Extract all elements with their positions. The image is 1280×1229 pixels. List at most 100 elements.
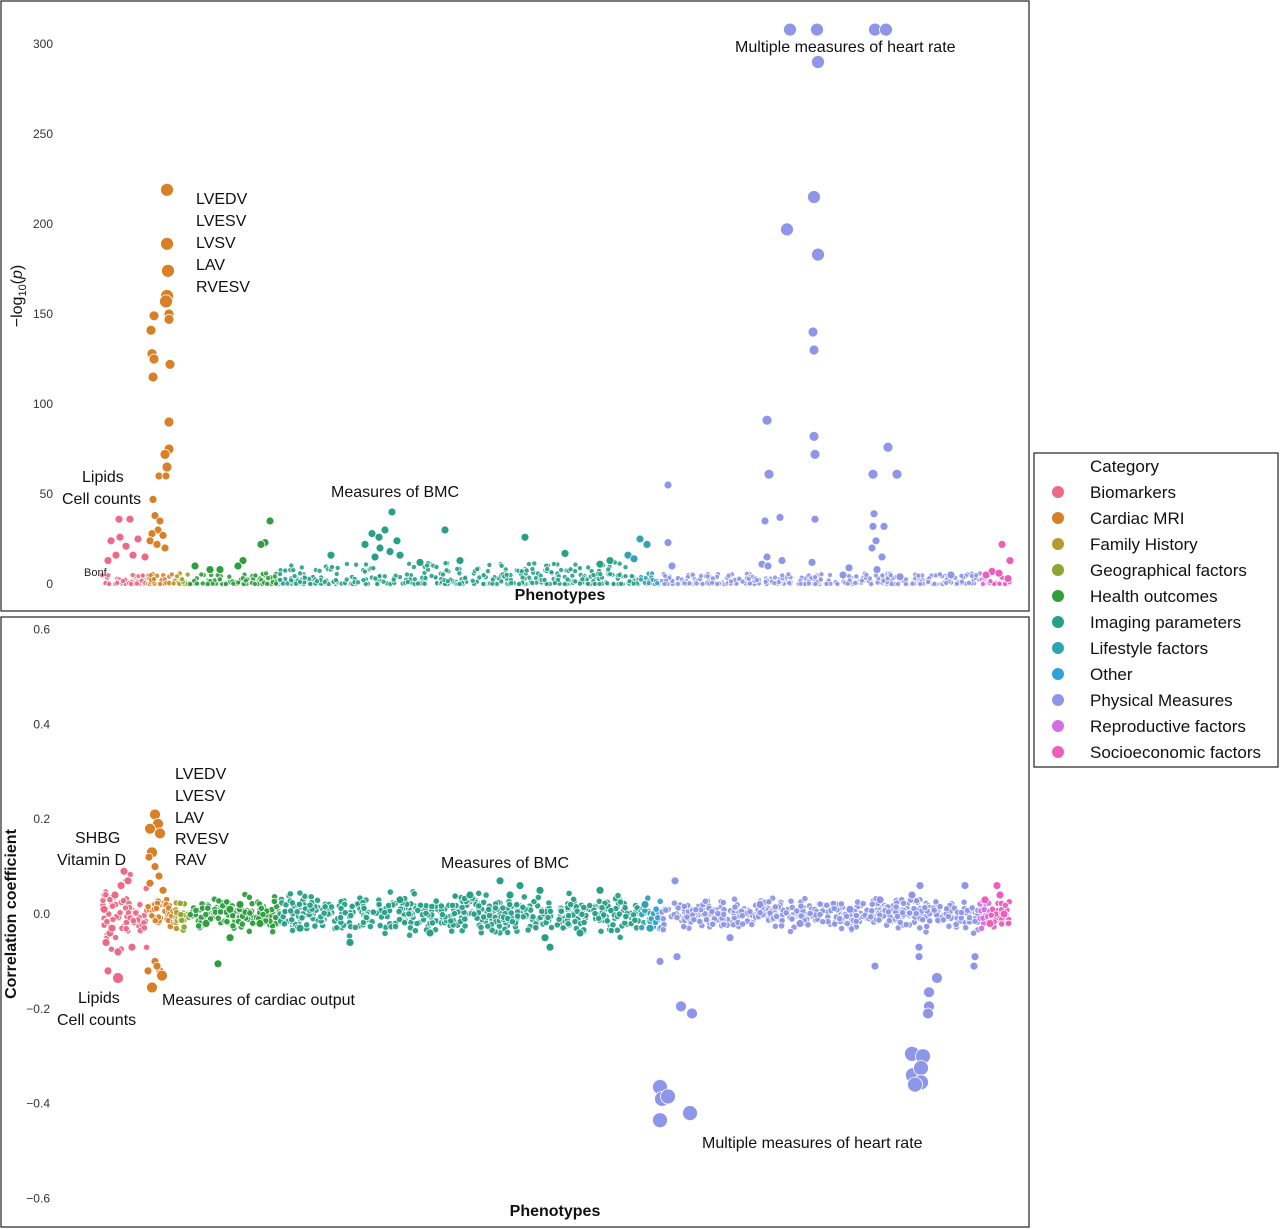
top-y-tick-label: 250 xyxy=(33,127,53,141)
bottom-background-point xyxy=(892,903,900,911)
bottom-data-point xyxy=(672,952,682,962)
top-background-point xyxy=(576,565,583,572)
top-background-point xyxy=(469,577,476,584)
top-background-point xyxy=(812,574,819,581)
bottom-background-point xyxy=(144,903,152,911)
top-data-point xyxy=(520,532,530,542)
bottom-background-point xyxy=(586,901,594,910)
bottom-background-point xyxy=(690,916,698,924)
top-background-point xyxy=(484,568,491,575)
bottom-background-point xyxy=(148,912,156,920)
bottom-background-point xyxy=(692,906,700,914)
bottom-background-point xyxy=(804,921,812,929)
bottom-background-point xyxy=(451,892,459,900)
top-data-point xyxy=(869,509,879,519)
top-background-point xyxy=(736,575,743,582)
bottom-background-point xyxy=(746,908,754,916)
annotation-bmc: Measures of BMC xyxy=(331,484,459,501)
top-background-point xyxy=(444,578,451,585)
bottom-background-point xyxy=(969,929,978,937)
top-data-point xyxy=(1003,574,1013,583)
top-background-point xyxy=(139,572,146,579)
top-background-point xyxy=(569,572,576,579)
top-background-point xyxy=(380,578,387,585)
bottom-data-point xyxy=(931,972,943,984)
top-y-axis-label: −log10(p) xyxy=(9,265,29,328)
top-background-point xyxy=(805,580,812,587)
bottom-background-point xyxy=(962,924,970,932)
legend-swatch xyxy=(1052,746,1064,758)
top-y-tick-label: 100 xyxy=(33,397,53,411)
bottom-data-point xyxy=(101,938,111,947)
top-data-points xyxy=(103,22,1015,583)
bottom-data-point xyxy=(225,933,235,943)
top-data-point xyxy=(395,550,405,560)
bottom-data-point xyxy=(870,961,880,971)
top-data-point xyxy=(763,561,773,571)
top-background-point xyxy=(251,580,258,587)
top-background-point xyxy=(129,572,136,579)
bottom-background-point xyxy=(921,904,929,912)
bottom-background-point xyxy=(102,891,110,899)
bottom-background-point xyxy=(428,902,436,911)
bottom-background-point xyxy=(977,924,986,932)
top-background-point xyxy=(174,573,181,580)
bottom-data-point xyxy=(995,890,1005,900)
top-data-point xyxy=(879,522,889,531)
bottom-data-point xyxy=(152,961,162,971)
bottom-background-point xyxy=(286,890,294,898)
bottom-background-point xyxy=(530,897,538,906)
top-background-point xyxy=(489,576,496,583)
bottom-background-point xyxy=(738,912,746,920)
bottom-background-point xyxy=(336,913,345,922)
bottom-data-point xyxy=(652,1112,668,1129)
bottom-background-point xyxy=(719,898,727,907)
bottom-background-point xyxy=(507,909,515,917)
bottom-background-point xyxy=(591,909,599,918)
top-data-point xyxy=(808,430,820,442)
bottom-background-point xyxy=(366,922,374,931)
top-background-point xyxy=(979,581,986,588)
bottom-background-point xyxy=(303,921,311,929)
bottom-data-point xyxy=(156,969,168,982)
top-background-point xyxy=(362,561,369,568)
top-data-point xyxy=(811,247,825,262)
top-background-point xyxy=(421,580,428,587)
bottom-background-point xyxy=(470,910,478,918)
top-background-point xyxy=(579,576,586,583)
bottom-background-point xyxy=(714,909,722,918)
bottom-background-point xyxy=(132,909,140,917)
annotation-bmc-b: Measures of BMC xyxy=(441,855,569,872)
top-data-point xyxy=(265,516,275,526)
bottom-background-point xyxy=(186,911,194,919)
legend-swatch xyxy=(1052,642,1064,654)
top-data-point xyxy=(106,536,116,546)
top-background-point xyxy=(762,578,769,585)
top-background-point xyxy=(630,580,637,587)
top-background-point xyxy=(133,580,140,587)
bottom-background-point xyxy=(797,902,805,910)
top-background-point xyxy=(943,579,950,586)
top-data-point xyxy=(882,441,894,453)
annotation-rvesv: RVESV xyxy=(196,279,250,296)
top-background-point xyxy=(616,571,623,578)
top-data-point xyxy=(133,534,143,544)
top-background-point xyxy=(296,570,303,577)
bottom-background-point xyxy=(916,924,924,932)
legend-label: Biomarkers xyxy=(1090,483,1176,502)
bottom-background-point xyxy=(400,919,409,927)
bottom-background-point xyxy=(777,922,786,930)
bottom-background-point xyxy=(298,914,306,922)
bottom-background-point xyxy=(513,901,521,909)
bottom-data-point xyxy=(655,957,665,966)
top-background-point xyxy=(282,567,289,574)
top-background-point xyxy=(958,578,965,585)
legend-label: Health outcomes xyxy=(1090,587,1218,606)
annotation-rvesv-b: RVESV xyxy=(175,831,229,848)
bottom-background-point xyxy=(524,926,532,934)
bottom-background-point xyxy=(898,909,907,917)
annotation-shbg: SHBG xyxy=(75,830,120,847)
bottom-data-point xyxy=(575,928,585,938)
bottom-background-point xyxy=(448,927,456,935)
bottom-background-point xyxy=(106,895,114,904)
